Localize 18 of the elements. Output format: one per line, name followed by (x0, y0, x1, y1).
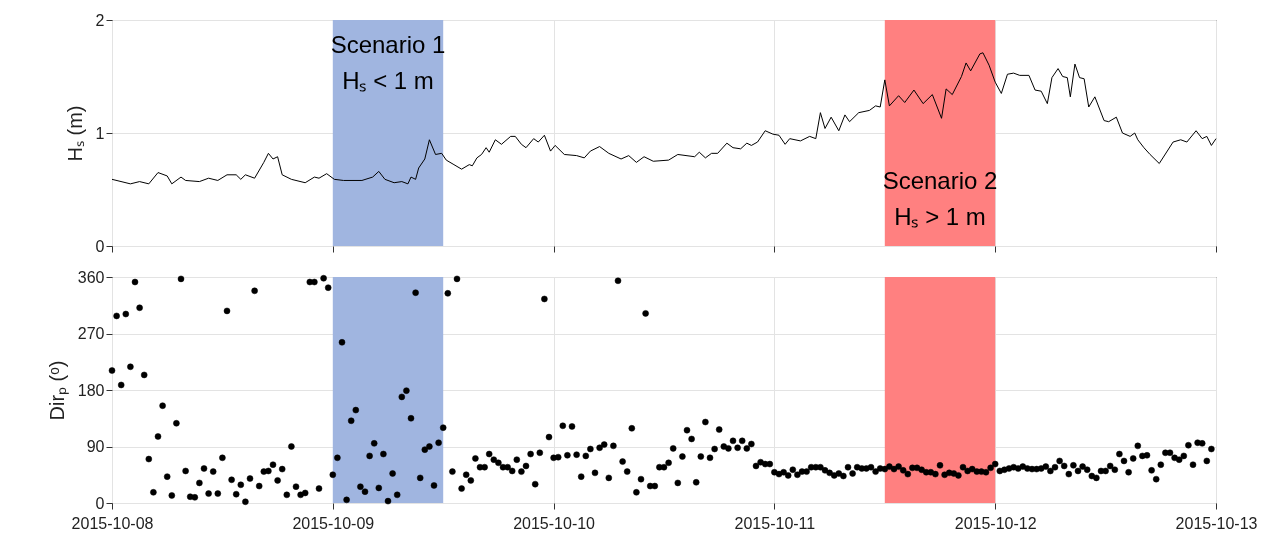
y-tick-label: 1 (95, 124, 105, 142)
y-tick-label: 180 (77, 381, 105, 399)
band-label: Scenario 1 Hₛ < 1 m (330, 31, 446, 94)
x-tick-label: 2015-10-11 (734, 514, 816, 532)
x-tick-label: 2015-10-13 (1175, 514, 1258, 532)
x-tick-label: 2015-10-08 (71, 514, 154, 532)
x-tick-label: 2015-10-12 (954, 514, 1037, 532)
y-axis-title: Hₛ (m) (63, 105, 86, 162)
x-tick-label: 2015-10-10 (513, 514, 596, 532)
y-tick-label: 0 (95, 237, 105, 255)
y-tick-label: 0 (95, 494, 105, 512)
band-label: Scenario 2 Hₛ > 1 m (882, 167, 998, 230)
y-tick-label: 2 (95, 11, 105, 29)
x-tick-label: 2015-10-09 (292, 514, 375, 532)
y-tick-label: 360 (77, 268, 105, 286)
y-axis-title: Dirₚ (ᵒ) (45, 360, 69, 421)
y-tick-label: 270 (77, 325, 105, 342)
y-tick-label: 90 (86, 438, 105, 455)
